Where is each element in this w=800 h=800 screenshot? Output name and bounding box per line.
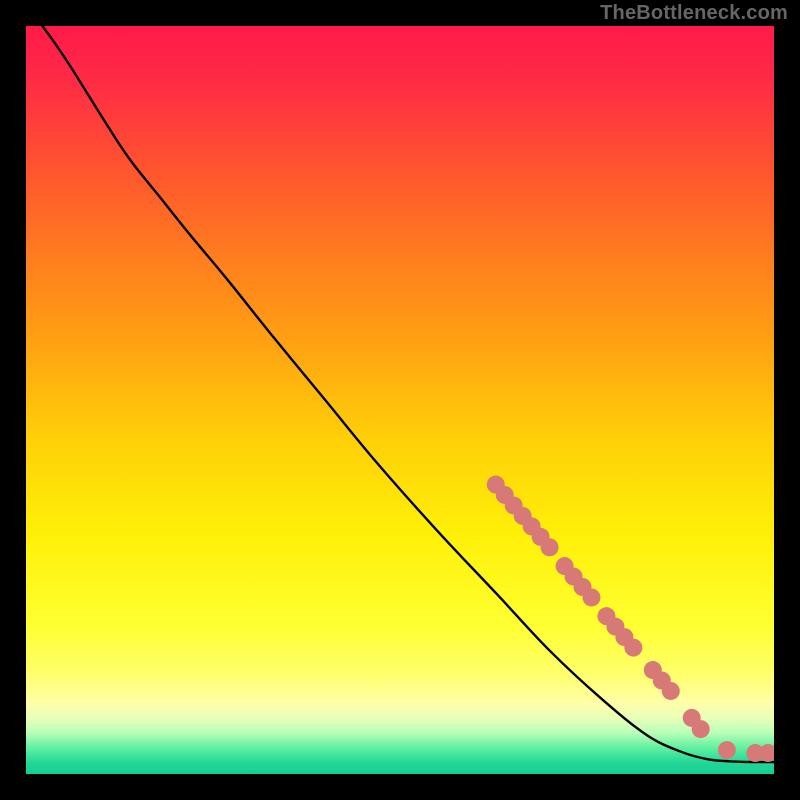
data-marker bbox=[541, 538, 559, 556]
plot-area bbox=[26, 26, 774, 774]
data-marker bbox=[582, 588, 600, 606]
data-marker bbox=[662, 682, 680, 700]
chart-frame: TheBottleneck.com bbox=[0, 0, 800, 800]
plot-svg bbox=[26, 26, 774, 774]
data-marker bbox=[624, 639, 642, 657]
data-marker bbox=[692, 720, 710, 738]
watermark-text: TheBottleneck.com bbox=[600, 2, 788, 25]
gradient-background bbox=[26, 26, 774, 774]
data-marker bbox=[718, 741, 736, 759]
